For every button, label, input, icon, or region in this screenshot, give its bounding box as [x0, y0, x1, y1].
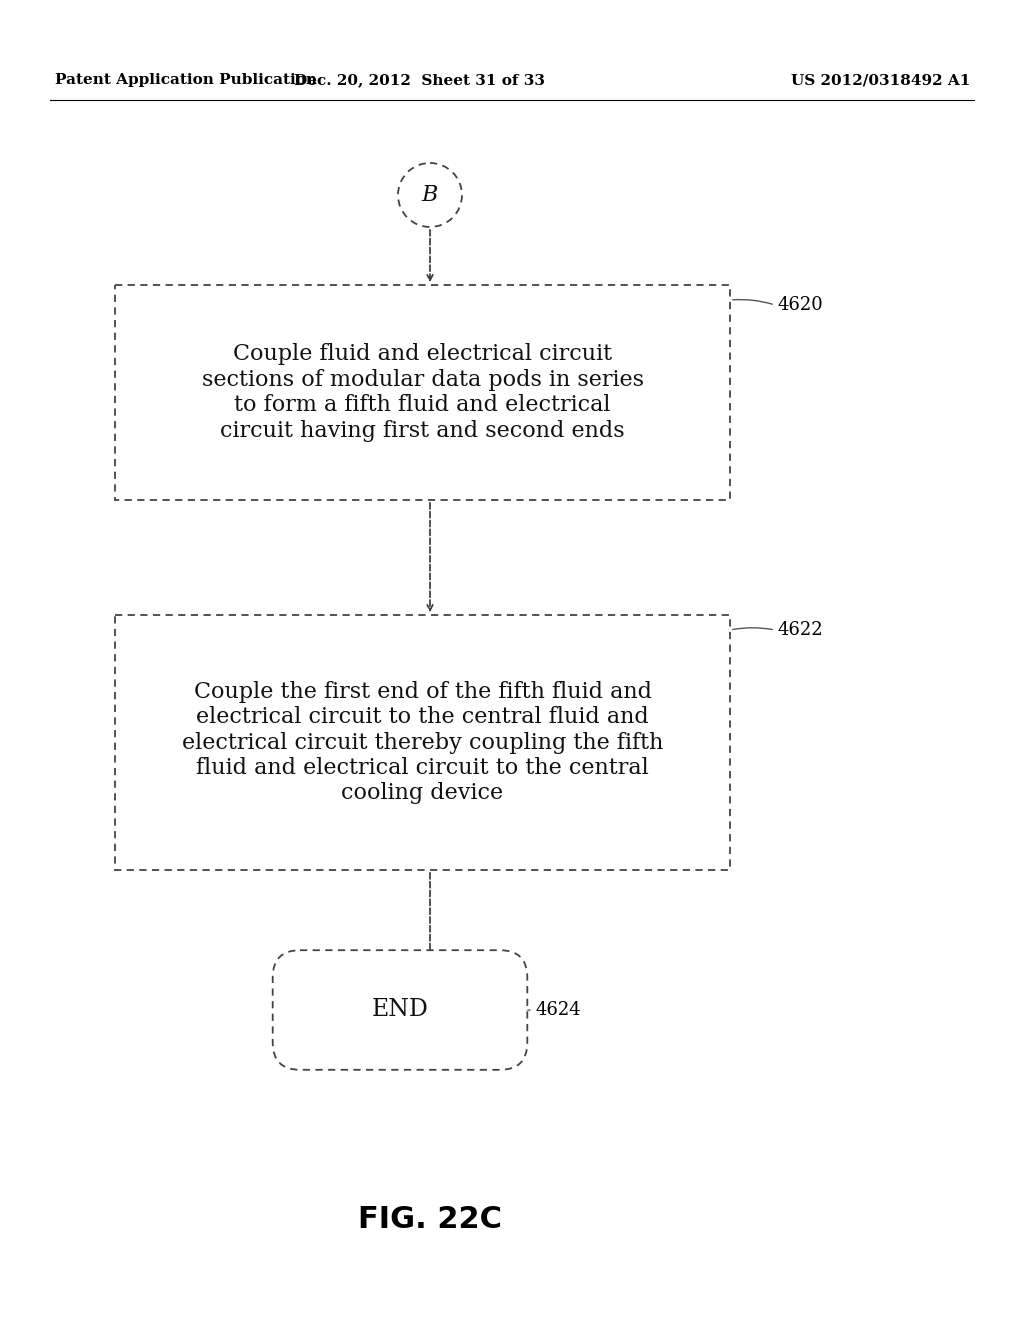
Text: Couple fluid and electrical circuit
sections of modular data pods in series
to f: Couple fluid and electrical circuit sect… [202, 343, 643, 442]
Text: 4622: 4622 [777, 620, 822, 639]
Text: FIG. 22C: FIG. 22C [358, 1205, 502, 1234]
Text: Couple the first end of the fifth fluid and
electrical circuit to the central fl: Couple the first end of the fifth fluid … [182, 681, 664, 804]
FancyBboxPatch shape [115, 615, 730, 870]
Text: Patent Application Publication: Patent Application Publication [55, 73, 317, 87]
Text: Dec. 20, 2012  Sheet 31 of 33: Dec. 20, 2012 Sheet 31 of 33 [295, 73, 546, 87]
Text: END: END [372, 998, 428, 1022]
Text: 4624: 4624 [535, 1001, 581, 1019]
Text: 4620: 4620 [777, 296, 822, 314]
Text: B: B [422, 183, 438, 206]
Text: US 2012/0318492 A1: US 2012/0318492 A1 [791, 73, 970, 87]
FancyBboxPatch shape [272, 950, 527, 1069]
FancyBboxPatch shape [115, 285, 730, 500]
